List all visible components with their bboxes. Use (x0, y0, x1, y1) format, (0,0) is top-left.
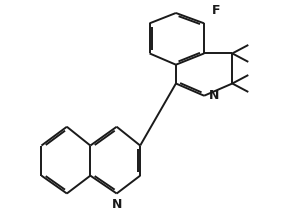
Text: N: N (209, 89, 220, 102)
Text: N: N (112, 198, 122, 211)
Text: F: F (212, 4, 220, 17)
